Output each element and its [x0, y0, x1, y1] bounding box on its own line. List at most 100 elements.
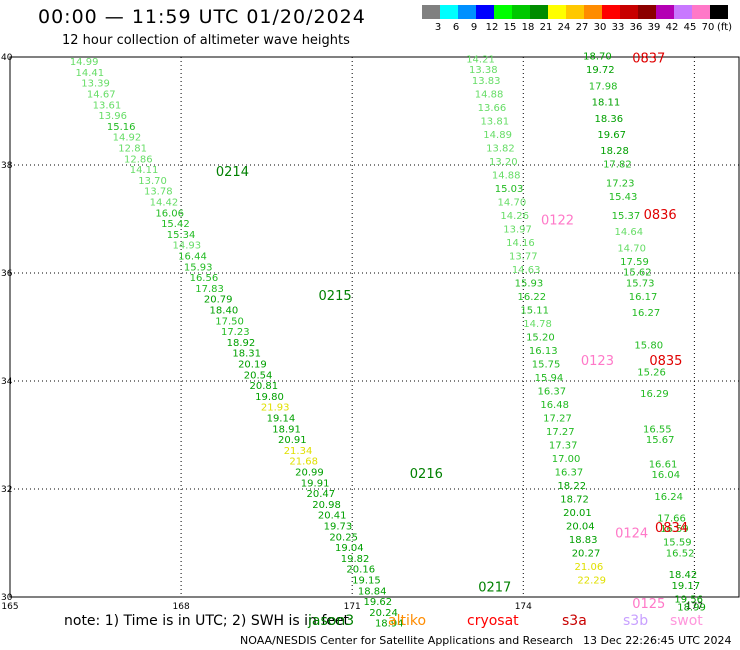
wave-height-label: 19.72: [586, 65, 615, 76]
wave-height-label: 14.11: [130, 165, 159, 176]
chart-title: 00:00 — 11:59 UTC 01/20/2024: [38, 6, 366, 28]
legend-label: 30: [593, 22, 607, 33]
wave-height-label: 16.52: [666, 549, 695, 560]
wave-height-label: 16.48: [540, 400, 569, 411]
legend-label: 36: [629, 22, 643, 33]
legend-swatch: [656, 5, 674, 19]
wave-height-label: 14.63: [512, 265, 541, 276]
wave-height-label: 18.91: [272, 424, 301, 435]
wave-height-label: 15.59: [663, 538, 692, 549]
wave-height-label: 20.47: [307, 489, 336, 500]
legend-unit: (ft): [717, 22, 733, 33]
wave-height-label: 14.88: [475, 90, 504, 101]
wave-height-label: 20.25: [329, 532, 358, 543]
wave-height-label: 21.06: [575, 562, 604, 573]
time-label: 0215: [319, 289, 352, 304]
legend-swatch: [476, 5, 494, 19]
wave-height-label: 15.34: [167, 230, 196, 241]
time-label: 0125: [632, 597, 665, 612]
wave-height-label: 14.88: [492, 171, 521, 182]
legend-swatch: [458, 5, 476, 19]
wave-height-label: 18.84: [358, 586, 387, 597]
mission-label: jason3: [308, 613, 355, 629]
time-label: 0835: [649, 354, 682, 369]
time-label: 0123: [581, 354, 614, 369]
wave-height-label: 19.17: [672, 581, 701, 592]
wave-height-label: 19.67: [597, 130, 626, 141]
wave-height-label: 14.67: [87, 90, 116, 101]
wave-height-label: 19.80: [255, 392, 284, 403]
legend-swatch: [638, 5, 656, 19]
wave-height-label: 20.79: [204, 295, 233, 306]
wave-height-label: 19.14: [267, 414, 296, 425]
wave-height-label: 13.78: [144, 187, 173, 198]
wave-height-label: 13.70: [138, 176, 167, 187]
wave-height-label: 16.06: [155, 208, 184, 219]
wave-height-label: 13.97: [503, 225, 532, 236]
wave-height-label: 13.39: [81, 79, 110, 90]
plot-frame: [9, 56, 740, 598]
legend-label: 45: [683, 22, 697, 33]
legend-label: 21: [539, 22, 553, 33]
wave-height-label: 14.92: [113, 133, 142, 144]
wave-height-label: 16.44: [178, 252, 207, 263]
time-label: 0214: [216, 165, 249, 180]
generated-timestamp: 13 Dec 22:26:45 UTC 2024: [583, 634, 732, 647]
wave-height-label: 15.26: [637, 368, 666, 379]
legend-swatch: [620, 5, 638, 19]
wave-height-label: 18.83: [569, 535, 598, 546]
wave-height-label: 13.20: [489, 157, 518, 168]
legend-label: 24: [557, 22, 571, 33]
wave-height-label: 17.66: [657, 513, 686, 524]
wave-height-label: 20.98: [312, 500, 341, 511]
mission-label: s3a: [562, 613, 587, 629]
wave-height-label: 14.99: [70, 57, 99, 68]
footnote: note: 1) Time is in UTC; 2) SWH is in fe…: [64, 613, 350, 629]
wave-height-label: 16.04: [652, 470, 681, 481]
wave-height-label: 13.61: [93, 100, 122, 111]
wave-height-label: 22.29: [577, 576, 606, 587]
x-tick-label: 168: [173, 602, 190, 612]
wave-height-label: 13.81: [480, 117, 509, 128]
x-tick-label: 171: [344, 602, 361, 612]
legend-label: 27: [575, 22, 589, 33]
mission-label: s3b: [623, 613, 649, 629]
wave-height-label: 15.93: [515, 279, 544, 290]
wave-height-label: 17.23: [221, 327, 250, 338]
wave-height-label: 18.11: [592, 98, 621, 109]
wave-height-label: 19.15: [352, 576, 381, 587]
y-tick-label: 38: [1, 161, 13, 171]
wave-height-label: 19.04: [335, 543, 364, 554]
wave-height-label: 17.37: [549, 441, 578, 452]
wave-height-label: 20.01: [563, 508, 592, 519]
wave-height-label: 19.91: [301, 478, 330, 489]
legend-swatch: [566, 5, 584, 19]
wave-height-label: 17.00: [552, 454, 581, 465]
wave-height-label: 18.99: [677, 603, 706, 614]
wave-height-label: 14.70: [617, 243, 646, 254]
legend-label: 3: [434, 22, 442, 33]
wave-height-label: 16.17: [629, 292, 658, 303]
legend-label: 9: [470, 22, 478, 33]
wave-height-label: 15.93: [184, 262, 213, 273]
mission-label: altiko: [388, 613, 427, 629]
y-tick-label: 34: [1, 377, 13, 387]
wave-height-label: 15.11: [520, 306, 549, 317]
wave-height-label: 14.16: [506, 238, 535, 249]
x-tick-label: 177: [686, 602, 703, 612]
wave-height-label: 13.38: [469, 65, 498, 76]
y-tick-label: 36: [1, 269, 13, 279]
wave-height-label: 21.93: [261, 403, 290, 414]
wave-height-label: 18.42: [669, 570, 698, 581]
wave-height-label: 14.26: [500, 211, 529, 222]
legend-label: 18: [521, 22, 535, 33]
time-label: 0122: [541, 213, 574, 228]
wave-height-label: 18.31: [232, 349, 261, 360]
credit-text: NOAA/NESDIS Center for Satellite Applica…: [240, 634, 574, 647]
wave-height-label: 16.59: [660, 524, 689, 535]
time-label: 0217: [478, 581, 511, 596]
wave-height-label: 14.89: [483, 130, 512, 141]
wave-height-label: 21.34: [284, 446, 313, 457]
wave-height-label: 12.86: [124, 154, 153, 165]
